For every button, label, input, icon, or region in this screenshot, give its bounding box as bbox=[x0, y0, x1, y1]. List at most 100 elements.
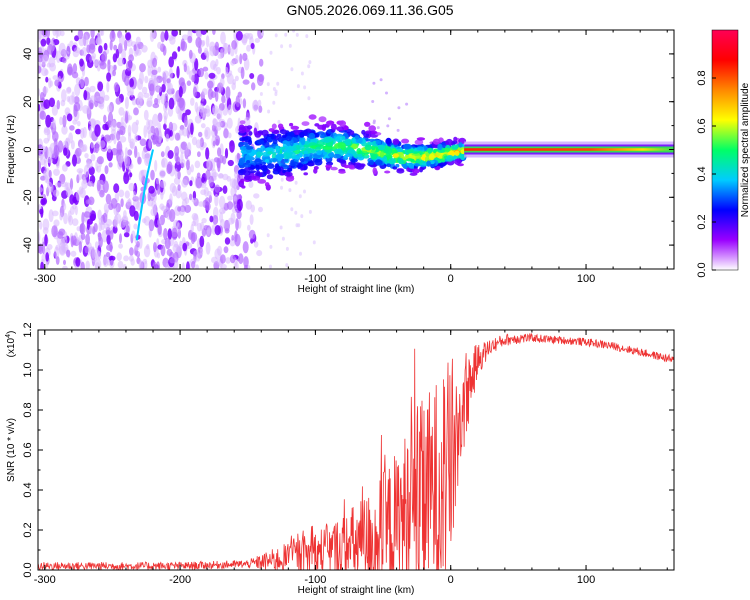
noise-cell bbox=[43, 128, 51, 136]
band-cell bbox=[396, 168, 405, 174]
band-cell bbox=[256, 151, 262, 158]
noise-cell bbox=[216, 66, 221, 75]
colorbar-tick-label: 0.6 bbox=[696, 118, 708, 133]
noise-cell bbox=[226, 117, 233, 129]
noise-cell bbox=[55, 50, 61, 63]
noise-cell bbox=[71, 91, 75, 103]
noise-cell bbox=[75, 190, 81, 202]
band-cell bbox=[272, 157, 277, 163]
noise-cell bbox=[90, 213, 96, 221]
noise-cell bbox=[103, 134, 111, 142]
noise-cell bbox=[206, 227, 210, 236]
noise-cell bbox=[171, 51, 178, 60]
noise-cell bbox=[129, 138, 135, 150]
band-cell bbox=[298, 163, 304, 168]
band-cell bbox=[392, 138, 400, 145]
x-tick-label: 0 bbox=[448, 574, 454, 586]
noise-cell bbox=[156, 184, 161, 196]
band-cell bbox=[364, 144, 372, 151]
band-cell bbox=[391, 147, 397, 155]
noise-cell bbox=[215, 90, 219, 102]
y-tick-label: 20 bbox=[22, 96, 34, 108]
noise-cell bbox=[94, 124, 101, 137]
noise-cell bbox=[141, 149, 146, 160]
band-cell bbox=[326, 120, 334, 126]
noise-cell bbox=[252, 99, 259, 112]
y-tick-label: 0.2 bbox=[22, 522, 34, 537]
noise-cell bbox=[72, 119, 78, 125]
noise-cell bbox=[55, 256, 60, 265]
noise-cell bbox=[64, 107, 71, 116]
noise-cell bbox=[217, 245, 223, 256]
noise-cell bbox=[296, 84, 300, 89]
noise-cell bbox=[52, 189, 60, 197]
plot-area bbox=[38, 330, 674, 570]
noise-cell bbox=[197, 46, 202, 54]
noise-cell bbox=[155, 177, 160, 185]
noise-cell bbox=[63, 212, 68, 225]
band-cell bbox=[328, 152, 335, 158]
noise-cell bbox=[294, 180, 298, 185]
noise-cell bbox=[92, 226, 96, 235]
noise-cell bbox=[163, 123, 167, 130]
noise-cell bbox=[214, 184, 221, 193]
noise-cell bbox=[138, 260, 144, 269]
noise-cell bbox=[91, 52, 97, 59]
noise-cell bbox=[235, 54, 239, 64]
noise-cell bbox=[79, 223, 84, 235]
band-cell bbox=[279, 129, 288, 135]
noise-cell bbox=[146, 100, 153, 108]
noise-cell bbox=[51, 118, 56, 129]
band-cell bbox=[375, 159, 383, 166]
noise-cell bbox=[72, 204, 77, 210]
noise-cell bbox=[190, 223, 194, 233]
noise-cell bbox=[101, 51, 108, 63]
noise-cell bbox=[290, 207, 294, 212]
noise-cell bbox=[152, 261, 158, 269]
band-cell bbox=[379, 151, 385, 158]
noise-cell bbox=[225, 257, 231, 264]
noise-cell bbox=[214, 41, 219, 51]
band-cell bbox=[377, 144, 386, 150]
noise-cell bbox=[143, 109, 149, 121]
noise-cell bbox=[116, 140, 123, 154]
band-cell bbox=[426, 160, 431, 167]
noise-cell bbox=[280, 177, 284, 182]
noise-cell bbox=[163, 111, 168, 120]
noise-cell bbox=[200, 30, 208, 35]
band-cell bbox=[343, 164, 350, 169]
noise-cell bbox=[237, 153, 241, 161]
band-cell bbox=[368, 125, 377, 132]
noise-cell bbox=[248, 229, 256, 240]
noise-cell bbox=[217, 159, 221, 172]
noise-cell bbox=[124, 147, 128, 159]
noise-cell bbox=[88, 43, 96, 54]
noise-cell bbox=[138, 170, 144, 182]
noise-cell bbox=[177, 170, 181, 180]
band-cell bbox=[238, 126, 247, 134]
noise-cell bbox=[127, 149, 133, 156]
noise-cell bbox=[191, 261, 196, 269]
noise-cell bbox=[55, 182, 62, 188]
band-cell bbox=[303, 153, 309, 158]
noise-cell bbox=[40, 38, 47, 47]
noise-cell bbox=[396, 128, 400, 132]
noise-cell bbox=[112, 53, 118, 63]
band-cell bbox=[385, 137, 392, 145]
noise-cell bbox=[113, 64, 117, 71]
noise-cell bbox=[295, 32, 299, 37]
noise-cell bbox=[251, 82, 256, 91]
noise-cell bbox=[99, 140, 106, 149]
figure-title: GN05.2026.069.11.36.G05 bbox=[286, 2, 453, 18]
band-cell bbox=[338, 120, 346, 127]
noise-cell bbox=[61, 125, 68, 135]
noise-cell bbox=[113, 132, 117, 145]
noise-cell bbox=[41, 54, 49, 63]
colorbar-label: Normalized spectral amplitude bbox=[740, 82, 750, 217]
noise-cell bbox=[42, 227, 49, 235]
noise-cell bbox=[99, 61, 107, 70]
noise-cell bbox=[292, 30, 296, 33]
band-cell bbox=[307, 162, 315, 167]
noise-cell bbox=[133, 210, 139, 221]
